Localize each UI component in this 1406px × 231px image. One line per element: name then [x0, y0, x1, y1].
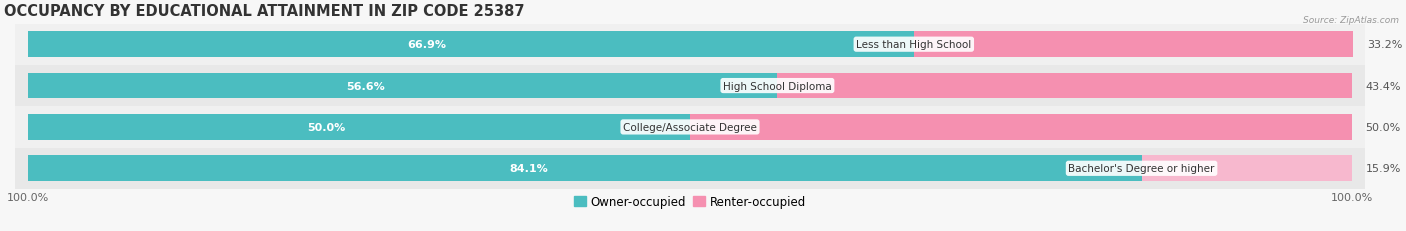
- Text: 43.4%: 43.4%: [1365, 81, 1400, 91]
- Bar: [28, 73, 778, 99]
- Text: 50.0%: 50.0%: [307, 122, 344, 132]
- Bar: [28, 32, 914, 58]
- Legend: Owner-occupied, Renter-occupied: Owner-occupied, Renter-occupied: [569, 191, 811, 213]
- Bar: [14, 107, 1365, 148]
- Text: College/Associate Degree: College/Associate Degree: [623, 122, 756, 132]
- Text: 66.9%: 66.9%: [406, 40, 446, 50]
- Text: 56.6%: 56.6%: [346, 81, 384, 91]
- Text: Source: ZipAtlas.com: Source: ZipAtlas.com: [1303, 16, 1399, 25]
- Text: 84.1%: 84.1%: [509, 164, 548, 173]
- Bar: [690, 115, 1353, 140]
- Bar: [778, 73, 1353, 99]
- Text: High School Diploma: High School Diploma: [723, 81, 832, 91]
- Text: Bachelor's Degree or higher: Bachelor's Degree or higher: [1069, 164, 1215, 173]
- Text: 15.9%: 15.9%: [1365, 164, 1400, 173]
- Text: OCCUPANCY BY EDUCATIONAL ATTAINMENT IN ZIP CODE 25387: OCCUPANCY BY EDUCATIONAL ATTAINMENT IN Z…: [4, 4, 524, 19]
- Text: 50.0%: 50.0%: [1365, 122, 1400, 132]
- Text: 33.2%: 33.2%: [1367, 40, 1402, 50]
- Bar: [1142, 156, 1353, 181]
- Text: Less than High School: Less than High School: [856, 40, 972, 50]
- Bar: [14, 148, 1365, 189]
- Bar: [14, 66, 1365, 107]
- Bar: [914, 32, 1354, 58]
- Bar: [28, 115, 690, 140]
- Bar: [14, 24, 1365, 66]
- Bar: [28, 156, 1142, 181]
